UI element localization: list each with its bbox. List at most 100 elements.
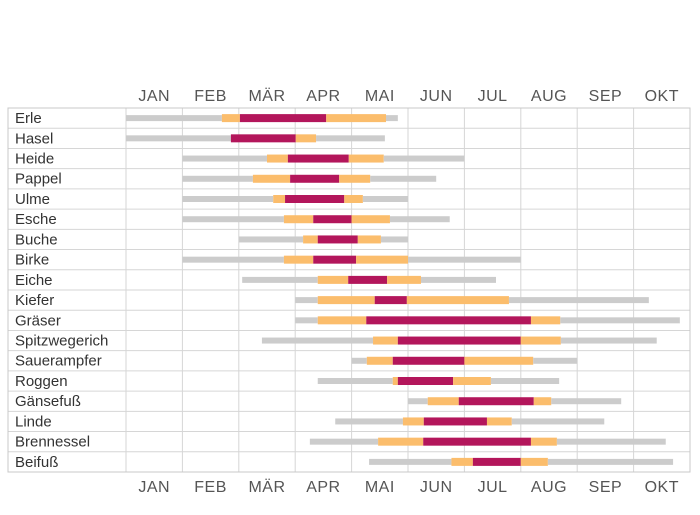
pollen-segment — [317, 316, 367, 325]
row-label: Kiefer — [15, 292, 54, 309]
pollen-segment — [339, 174, 371, 183]
month-label: APR — [306, 88, 340, 105]
pollen-segment — [351, 215, 390, 224]
pollen-segment — [453, 377, 491, 385]
month-label: SEP — [589, 479, 623, 496]
pollen-segment — [290, 174, 340, 183]
pollen-segment — [303, 235, 318, 244]
pollen-segment — [283, 215, 314, 224]
pollen-segment — [560, 317, 680, 324]
pollen-segment — [348, 275, 388, 284]
pollen-segment — [530, 437, 557, 446]
pollen-segment — [261, 337, 374, 344]
month-label: OKT — [645, 88, 679, 105]
pollen-segment — [486, 417, 512, 426]
month-label: JUL — [478, 479, 508, 496]
pollen-segment — [313, 215, 352, 224]
pollen-segment — [242, 276, 318, 283]
pollen-segment — [366, 356, 393, 365]
pollen-segment — [389, 216, 450, 223]
pollen-segment — [356, 255, 408, 264]
pollen-segment — [380, 236, 408, 243]
pollen-segment — [420, 276, 496, 283]
month-label: MÄR — [248, 87, 285, 105]
pollen-segment — [408, 256, 521, 263]
pollen-segment — [508, 297, 649, 304]
month-label: FEB — [194, 88, 227, 105]
pollen-segment — [547, 458, 674, 465]
row-label: Pappel — [15, 171, 62, 188]
pollen-segment — [423, 417, 487, 426]
pollen-segment — [520, 457, 548, 466]
pollen-segment — [374, 296, 407, 305]
pollen-segment — [295, 317, 318, 324]
row-label: Beifuß — [15, 454, 58, 471]
pollen-segment — [344, 195, 363, 203]
pollen-segment — [369, 458, 452, 465]
pollen-segment — [316, 135, 385, 142]
row-label: Sauerampfer — [15, 353, 102, 370]
month-label: SEP — [589, 88, 623, 105]
month-label: JUN — [420, 88, 453, 105]
pollen-segment — [560, 337, 657, 344]
pollen-segment — [357, 235, 381, 244]
month-label: JUN — [420, 479, 453, 496]
frame — [7, 107, 691, 473]
pollen-segment — [317, 275, 349, 284]
pollen-segment — [378, 437, 424, 446]
pollen-segment — [221, 114, 240, 123]
month-label: FEB — [194, 479, 227, 496]
row-label: Hasel — [15, 130, 53, 147]
row-label: Roggen — [15, 373, 68, 390]
pollen-segment — [317, 378, 393, 384]
pollen-segment — [387, 275, 421, 284]
pollen-segment — [397, 377, 454, 385]
month-label: MÄR — [248, 478, 285, 496]
pollen-segment — [287, 154, 349, 163]
row-label: Gänsefuß — [15, 393, 81, 410]
row-label: Ulme — [15, 191, 50, 208]
row-label: Birke — [15, 252, 49, 269]
row-label: Eiche — [15, 272, 53, 289]
pollen-segment — [126, 115, 222, 122]
row-label: Buche — [15, 231, 58, 248]
row-label: Brennessel — [15, 434, 90, 451]
pollen-segment — [326, 114, 387, 123]
row-label: Heide — [15, 151, 54, 168]
pollen-segment — [285, 195, 345, 203]
pollen-segment — [182, 216, 284, 223]
pollen-segment — [511, 418, 605, 425]
pollen-segment — [427, 397, 459, 406]
pollen-segment — [267, 154, 288, 163]
pollen-segment — [423, 437, 531, 446]
pollen-segment — [295, 297, 318, 304]
pollen-segment — [464, 356, 534, 365]
month-label: JUL — [478, 88, 508, 105]
pollen-segment — [408, 398, 428, 405]
pollen-segment — [230, 134, 296, 143]
pollen-segment — [370, 175, 437, 182]
pollen-segment — [126, 135, 231, 142]
month-label: MAI — [365, 479, 395, 496]
pollen-segment — [373, 336, 398, 345]
pollen-segment — [458, 397, 534, 406]
month-label: OKT — [645, 479, 679, 496]
row-label: Gräser — [15, 312, 61, 329]
month-label: MAI — [365, 88, 395, 105]
pollen-segment — [366, 316, 531, 325]
pollen-segment — [283, 255, 314, 264]
pollen-segment — [551, 398, 622, 405]
pollen-segment — [490, 378, 560, 384]
pollen-segment — [252, 174, 291, 183]
pollen-segment — [273, 195, 286, 203]
month-label: JAN — [138, 88, 170, 105]
row-label: Esche — [15, 211, 57, 228]
row-label: Spitzwegerich — [15, 333, 108, 350]
month-label: APR — [306, 479, 340, 496]
pollen-segment — [182, 175, 253, 182]
pollen-segment — [530, 316, 561, 325]
pollen-segment — [182, 256, 284, 263]
pollen-segment — [239, 114, 327, 123]
month-label: AUG — [531, 479, 567, 496]
